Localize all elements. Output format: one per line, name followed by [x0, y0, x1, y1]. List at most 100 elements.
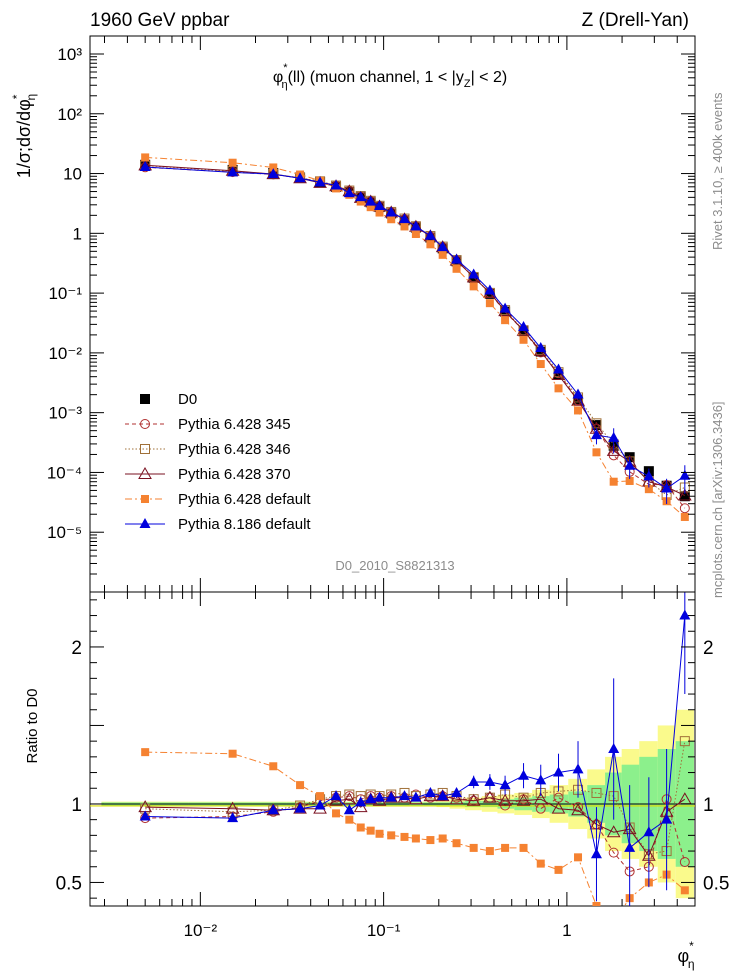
- data-point: [365, 195, 377, 206]
- ratio-point: [571, 803, 585, 816]
- ratio-point: [314, 799, 326, 810]
- ratio-point: [573, 802, 584, 813]
- ratio-point: [606, 825, 621, 838]
- ratio-point: [572, 763, 584, 774]
- ratio-point: [267, 804, 279, 815]
- data-point: [572, 388, 584, 399]
- ratio-point: [449, 792, 464, 805]
- data-point: [387, 215, 396, 224]
- ratio-point: [400, 832, 409, 841]
- ratio-point: [519, 843, 528, 852]
- ratio-point: [498, 793, 512, 806]
- data-point: [451, 253, 463, 264]
- ratio-point: [536, 859, 545, 868]
- series-main-pythia-8-186-default: [139, 160, 691, 504]
- ratio-frame: [89, 591, 696, 907]
- data-point: [400, 222, 409, 231]
- data-point: [411, 229, 420, 238]
- ratio-point: [355, 796, 367, 807]
- legend-entry: D0: [140, 391, 197, 408]
- ratio-point: [296, 781, 305, 790]
- header-right: Z (Drell-Yan): [582, 10, 689, 31]
- ratio-point: [590, 848, 602, 859]
- data-point: [437, 241, 449, 252]
- legend-marker: [141, 495, 149, 503]
- data-point: [574, 406, 583, 415]
- ratio-point: [574, 853, 583, 862]
- legend-label: Pythia 6.428 346: [178, 441, 291, 458]
- legend: D0 Pythia 6.428 345 Pythia 6.428 346 Pythia…: [125, 391, 311, 533]
- ratio-point: [553, 766, 565, 777]
- x-tick-label: 10⁻¹: [367, 921, 401, 940]
- ratio-tick-label-left: 2: [71, 638, 82, 659]
- data-point: [343, 187, 355, 198]
- ratio-tick-label-right: 0.5: [703, 873, 729, 894]
- data-point: [624, 459, 636, 470]
- data-point: [606, 443, 621, 456]
- ratio-tick-label-right: 1: [703, 795, 714, 816]
- analysis-id: D0_2010_S8821313: [335, 558, 454, 573]
- x-tick-label: 10⁻²: [184, 921, 218, 940]
- ratio-point: [535, 774, 547, 785]
- y-tick-label: 10⁻⁵: [47, 523, 82, 542]
- ratio-point: [679, 609, 691, 620]
- ratio-point: [624, 841, 636, 852]
- ratio-point: [139, 810, 151, 821]
- ratio-point: [375, 829, 384, 838]
- legend-label: Pythia 6.428 default: [178, 491, 311, 508]
- ratio-tick-label-left: 0.5: [56, 873, 82, 894]
- data-point: [590, 429, 602, 440]
- data-point: [227, 166, 239, 177]
- legend-entry: Pythia 6.428 345: [125, 416, 291, 433]
- ratio-point: [551, 801, 566, 814]
- ratio-point: [466, 793, 481, 806]
- data-point: [139, 160, 151, 171]
- ratio-point: [294, 802, 306, 813]
- ratio-point: [342, 792, 357, 805]
- data-point: [374, 200, 386, 211]
- data-point: [680, 512, 689, 521]
- data-point: [519, 335, 528, 344]
- ratio-point: [643, 826, 655, 837]
- data-point: [330, 179, 342, 190]
- data-point: [484, 284, 496, 295]
- ratio-point: [387, 831, 396, 840]
- data-point: [679, 469, 691, 480]
- ratio-point: [266, 803, 281, 816]
- ratio-point: [452, 839, 461, 848]
- data-point: [356, 197, 365, 206]
- y-axis-title: 1/σ;dσ/dφ*η: [10, 94, 38, 178]
- data-point: [625, 476, 634, 485]
- legend-entry: Pythia 6.428 346: [125, 441, 291, 458]
- data-point: [452, 264, 461, 273]
- plot-title: φ* η(ll) (muon channel, 1 < |yZ| < 2): [273, 62, 507, 91]
- ratio-point: [661, 813, 673, 824]
- ratio-y-axis-title: Ratio to D0: [24, 688, 41, 763]
- ratio-point: [469, 843, 478, 852]
- legend-marker: [140, 419, 150, 429]
- data-point: [141, 153, 150, 162]
- ratio-point: [533, 792, 548, 805]
- rivet-label: Rivet 3.1.10, ≥ 400k events: [710, 92, 725, 250]
- data-point: [375, 208, 384, 217]
- ratio-point: [484, 775, 496, 786]
- data-point: [294, 172, 306, 183]
- ratio-point: [554, 865, 563, 874]
- ratio-point: [399, 790, 411, 801]
- ratio-point: [591, 787, 602, 798]
- data-point: [228, 158, 237, 167]
- data-point: [485, 299, 494, 308]
- ratio-point: [592, 902, 601, 906]
- y-tick-label: 10³: [57, 45, 82, 64]
- ratio-reference-line: [90, 803, 695, 807]
- legend-label: Pythia 6.428 345: [178, 416, 291, 433]
- legend-entry: Pythia 6.428 default: [125, 491, 311, 508]
- data-point: [536, 360, 545, 369]
- data-point: [554, 384, 563, 393]
- data-point: [535, 341, 547, 352]
- legend-marker: [140, 394, 150, 404]
- data-point: [677, 488, 692, 501]
- x-tick-label: 1: [562, 921, 571, 940]
- series-line: [145, 156, 686, 518]
